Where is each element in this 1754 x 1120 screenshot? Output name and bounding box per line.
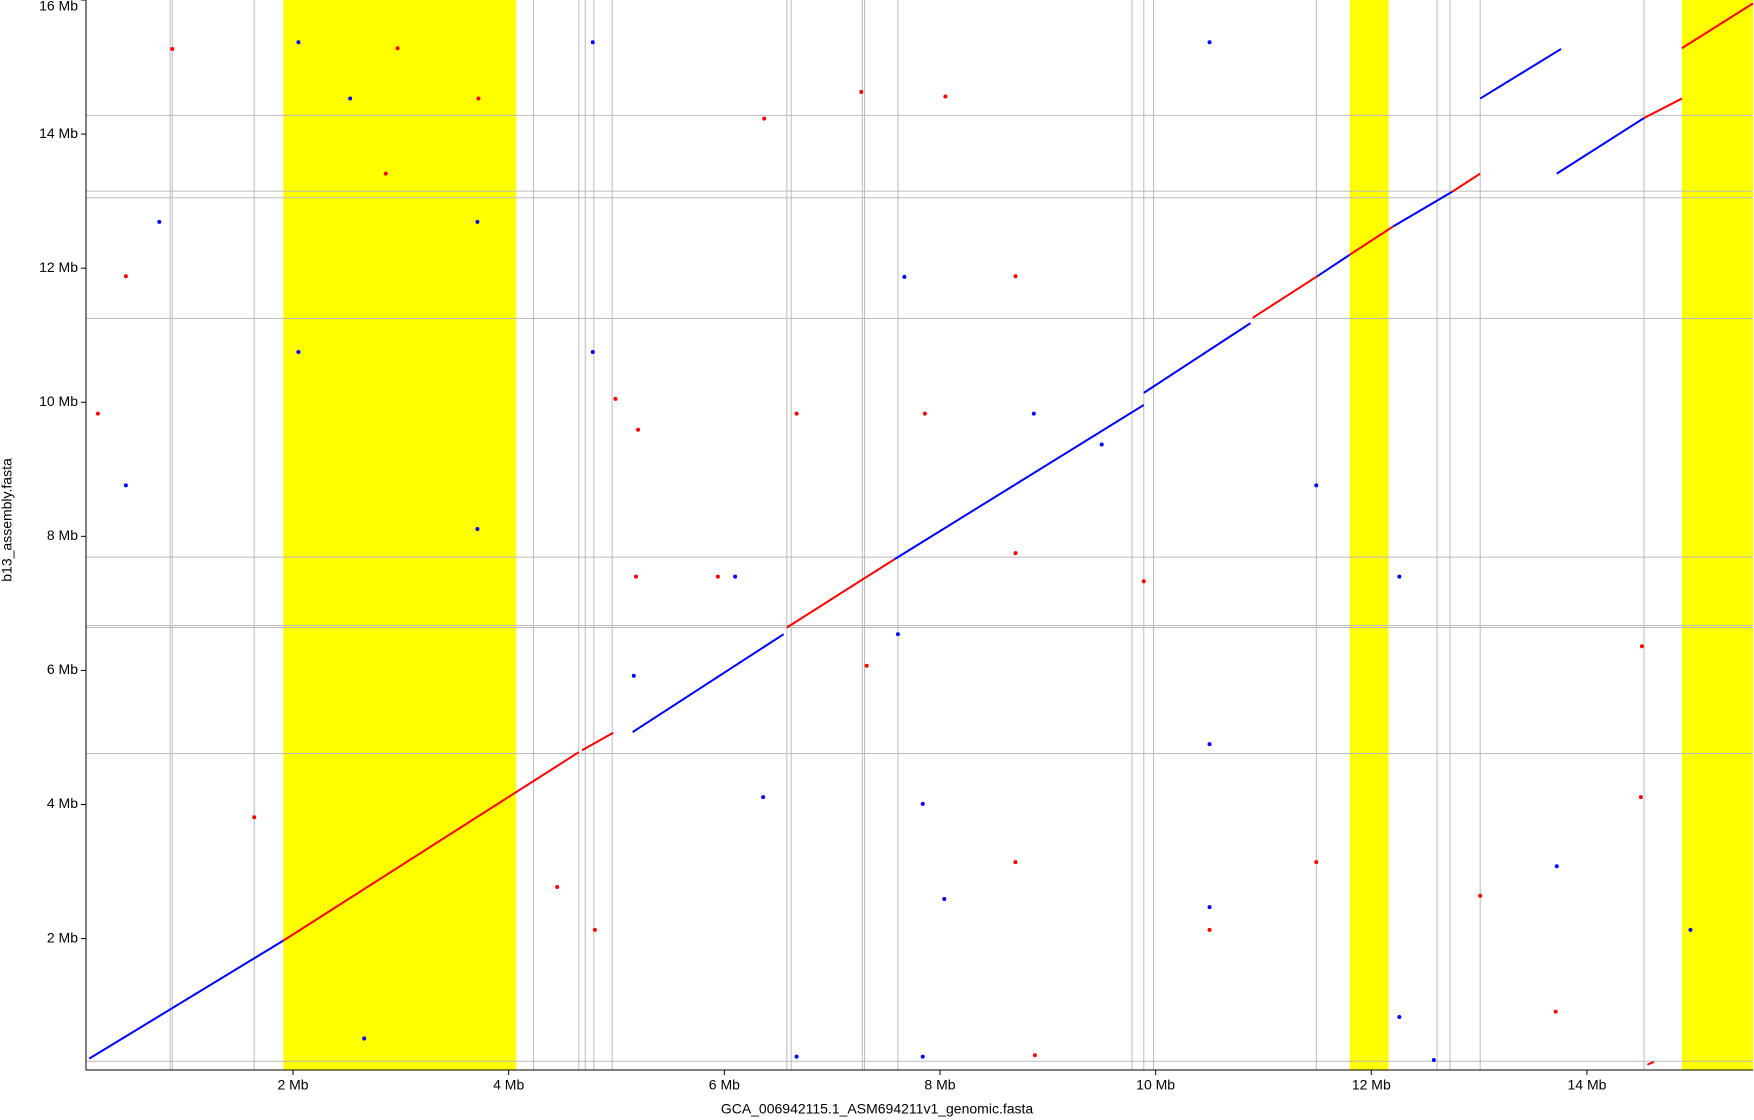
alignment-dot (157, 219, 162, 224)
alignment-dot (761, 795, 766, 800)
alignment-dot (296, 349, 301, 354)
alignment-dot (296, 40, 301, 45)
alignment-segment (632, 633, 785, 733)
alignment-dot (942, 897, 947, 902)
alignment-dot (733, 574, 738, 579)
alignment-dot (1031, 411, 1036, 416)
alignment-dot (762, 116, 767, 121)
alignment-dot (943, 94, 948, 99)
y-tick-label: 14 Mb (39, 125, 78, 141)
alignment-dot (123, 483, 128, 488)
alignment-segment (88, 939, 284, 1060)
alignment-dot (476, 96, 481, 101)
alignment-dot (1431, 1057, 1436, 1062)
alignment-segment (1252, 275, 1318, 319)
alignment-dot (1639, 644, 1644, 649)
highlight-band (1349, 0, 1389, 1070)
alignment-dot (555, 884, 560, 889)
y-tick-label: 16 Mb (39, 0, 78, 14)
alignment-segment (1451, 172, 1481, 193)
alignment-dot (1397, 1015, 1402, 1020)
alignment-dot (1553, 1009, 1558, 1014)
y-tick-label: 6 Mb (47, 661, 78, 677)
x-axis-title: GCA_006942115.1_ASM694211v1_genomic.fast… (721, 1101, 1034, 1117)
alignment-dot (1207, 905, 1212, 910)
alignment-dot (1554, 864, 1559, 869)
alignment-dot (859, 89, 864, 94)
y-tick-label: 2 Mb (47, 929, 78, 945)
alignment-dot (920, 801, 925, 806)
y-axis-title: b13_assembly.fasta (0, 458, 15, 582)
alignment-dot (895, 632, 900, 637)
x-tick-label: 4 Mb (493, 1077, 524, 1093)
x-tick-label: 10 Mb (1136, 1077, 1175, 1093)
alignment-dot (613, 396, 618, 401)
alignment-dot (1099, 442, 1104, 447)
alignment-dot (1688, 927, 1693, 932)
alignment-segment (581, 731, 614, 752)
alignment-dot (1032, 1053, 1037, 1058)
y-tick-label: 12 Mb (39, 259, 78, 275)
alignment-dot (383, 171, 388, 176)
alignment-dot (95, 411, 100, 416)
alignment-dot (590, 349, 595, 354)
alignment-dot (123, 274, 128, 279)
alignment-segment (1316, 253, 1351, 278)
y-tick-label: 8 Mb (47, 527, 78, 543)
alignment-dot (920, 1054, 925, 1059)
alignment-segment (1479, 48, 1562, 100)
alignment-segment (786, 558, 896, 629)
highlight-band (283, 0, 517, 1070)
alignment-dot (1013, 274, 1018, 279)
alignment-dot (636, 427, 641, 432)
alignment-dot (1013, 860, 1018, 865)
alignment-segment (1392, 190, 1453, 228)
alignment-dot (794, 1054, 799, 1059)
alignment-dot (395, 46, 400, 51)
y-tick-label: 4 Mb (47, 795, 78, 811)
alignment-dot (1478, 893, 1483, 898)
alignment-dot (252, 815, 257, 820)
alignment-dot (362, 1036, 367, 1041)
alignment-segment (1646, 1061, 1655, 1066)
alignment-dot (170, 46, 175, 51)
x-tick-label: 8 Mb (924, 1077, 955, 1093)
alignment-dot (902, 274, 907, 279)
x-tick-label: 2 Mb (277, 1077, 308, 1093)
alignment-segment (1349, 225, 1394, 256)
alignment-dot (590, 40, 595, 45)
x-tick-label: 14 Mb (1567, 1077, 1606, 1093)
x-tick-label: 12 Mb (1352, 1077, 1391, 1093)
alignment-dot (1314, 860, 1319, 865)
y-tick-label: 10 Mb (39, 393, 78, 409)
alignment-dot (1207, 40, 1212, 45)
alignment-dot (794, 411, 799, 416)
alignment-dot (1141, 579, 1146, 584)
alignment-dot (1314, 483, 1319, 488)
alignment-dot (592, 927, 597, 932)
alignment-dot (1638, 795, 1643, 800)
alignment-dot (633, 574, 638, 579)
alignment-dot (715, 574, 720, 579)
alignment-dot (864, 663, 869, 668)
alignment-dot (1013, 551, 1018, 556)
highlight-band (1681, 0, 1753, 1070)
alignment-dot (631, 673, 636, 678)
x-tick-label: 6 Mb (709, 1077, 740, 1093)
alignment-dot (475, 219, 480, 224)
alignment-dot (475, 526, 480, 531)
alignment-segment (894, 404, 1145, 560)
alignment-dot (1207, 742, 1212, 747)
alignment-dot (922, 411, 927, 416)
alignment-dot (1397, 574, 1402, 579)
alignment-dot (348, 96, 353, 101)
alignment-segment (1556, 117, 1645, 175)
alignment-segment (282, 751, 580, 942)
alignment-segment (1143, 322, 1252, 394)
alignment-dot (1207, 927, 1212, 932)
alignment-segment (1643, 97, 1683, 119)
alignment-segment (1681, 2, 1754, 50)
